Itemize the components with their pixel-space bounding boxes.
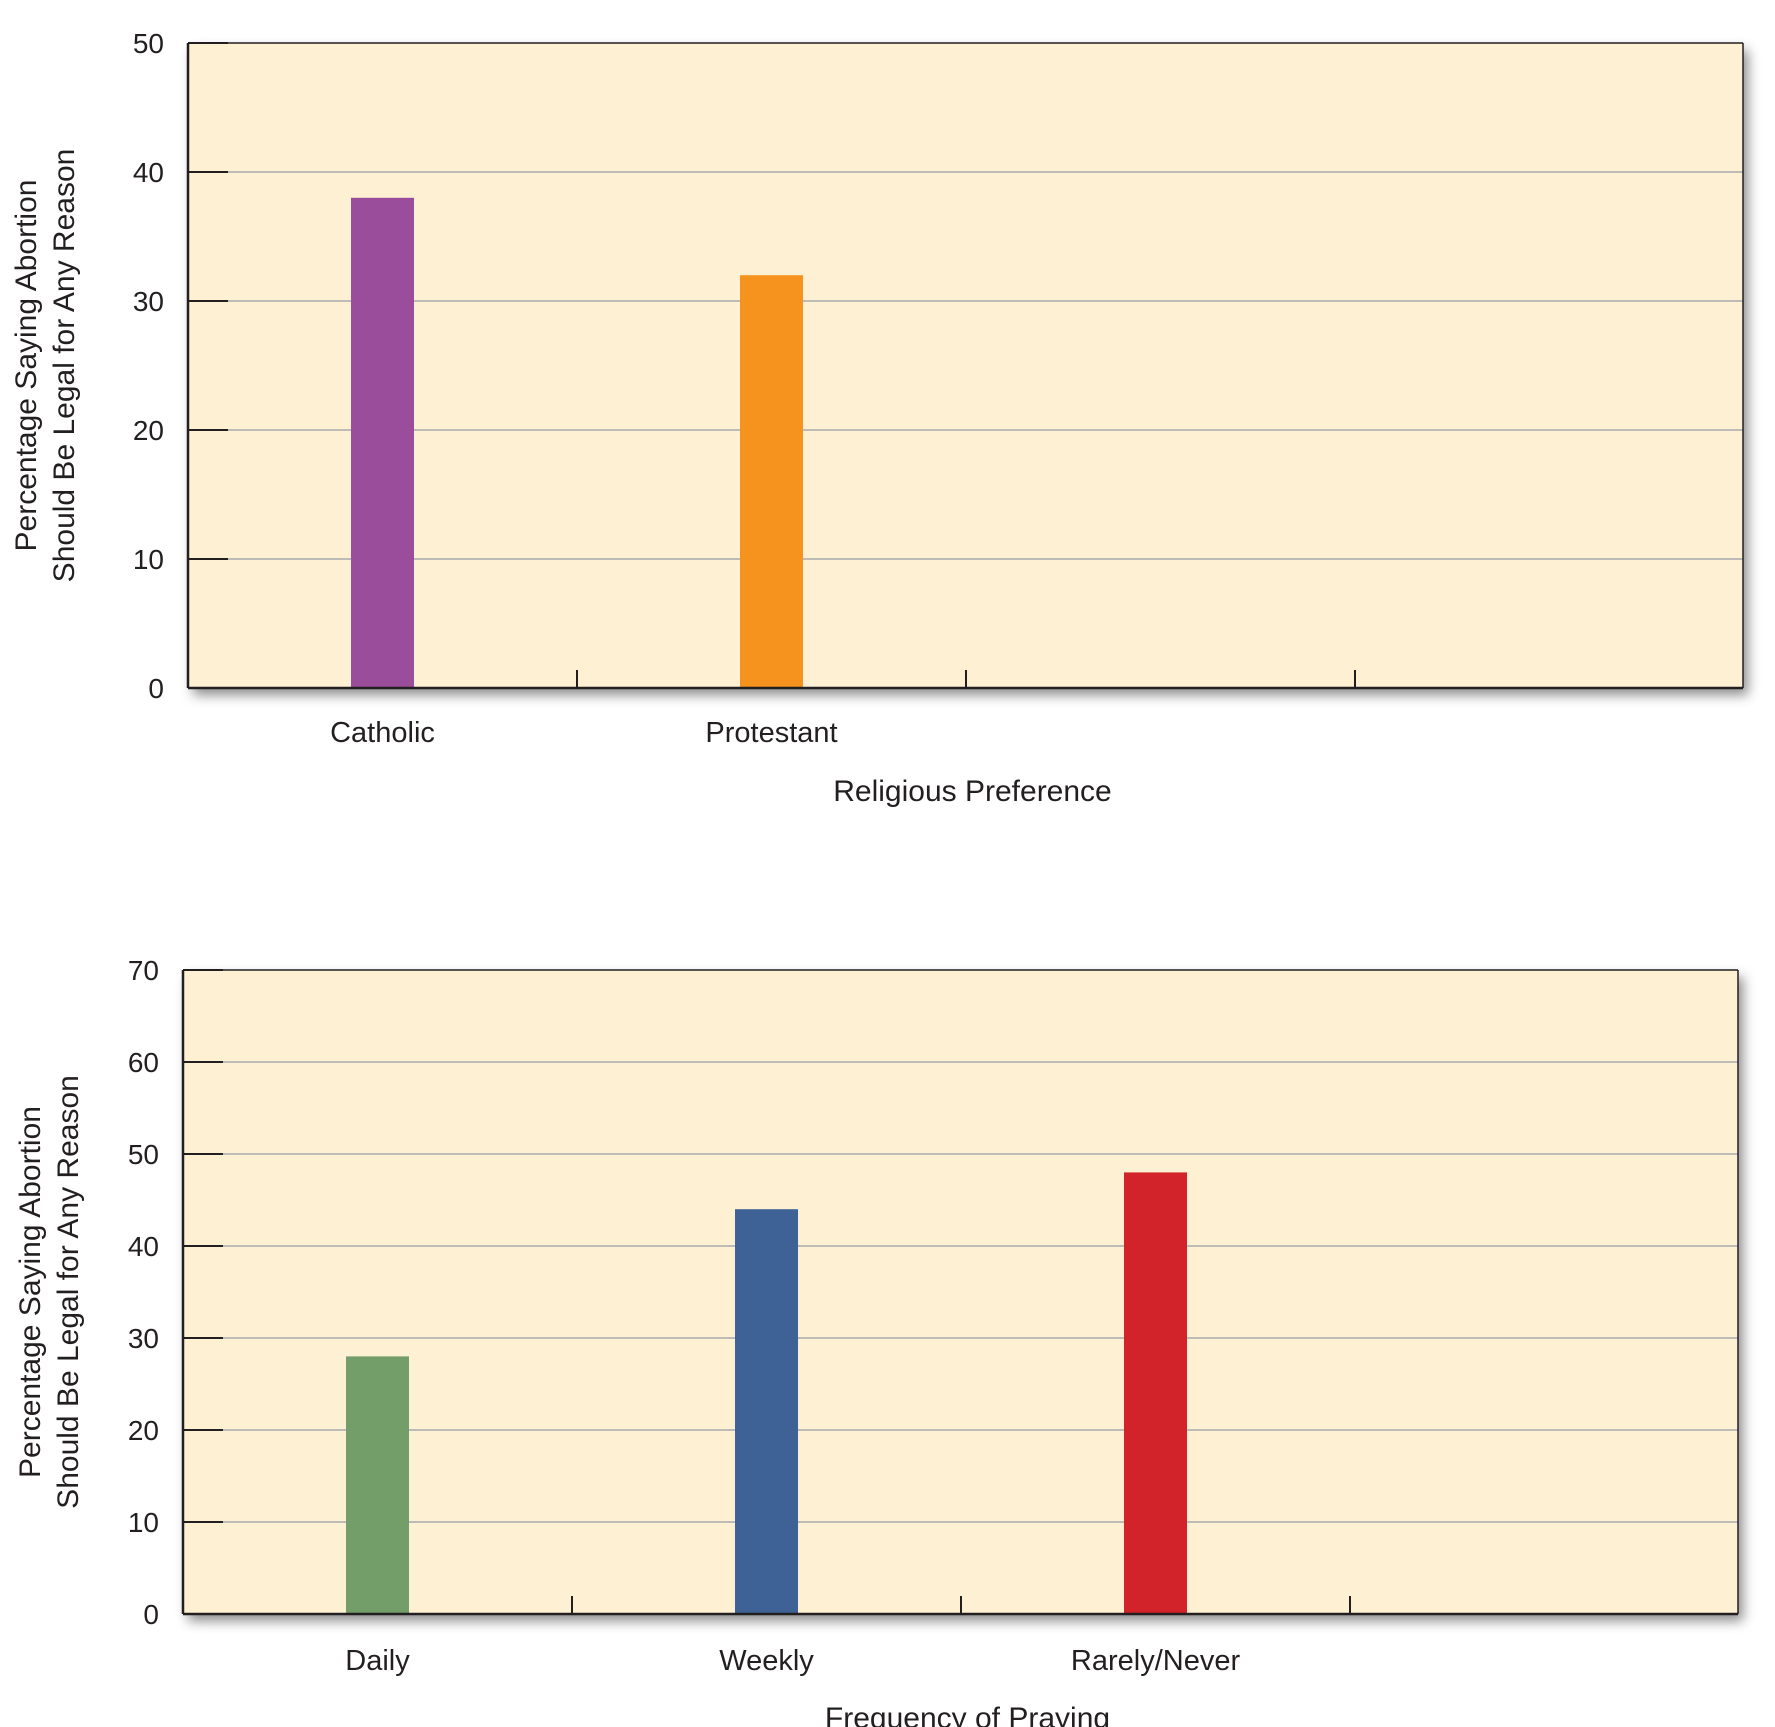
y-tick-label: 10	[128, 1507, 159, 1538]
x-category-label: Protestant	[705, 717, 837, 749]
x-category-label: Weekly	[719, 1645, 814, 1677]
plot-area	[188, 43, 1743, 688]
bar-rarely-never	[1124, 1172, 1187, 1614]
bar-protestant	[740, 275, 803, 688]
y-tick-label: 0	[148, 673, 164, 704]
y-tick-label: 30	[128, 1323, 159, 1354]
y-tick-label: 70	[128, 955, 159, 986]
y-axis-title-line: Should Be Legal for Any Reason	[52, 1075, 85, 1509]
y-tick-label: 50	[128, 1139, 159, 1170]
y-tick-label: 0	[143, 1599, 159, 1630]
bar-daily	[346, 1356, 409, 1614]
chart-frequency-of-praying: 0 10 20 30 40 50 60 70 Daily Weekly Rarely/Never Fr…	[14, 955, 1739, 1727]
bar-catholic	[351, 197, 414, 689]
y-axis-title-line: Percentage Saying Abortion	[10, 180, 43, 552]
x-category-label: Daily	[345, 1645, 410, 1677]
y-tick-label: 10	[133, 544, 164, 575]
y-tick-label: 30	[133, 286, 164, 317]
plot-area	[183, 970, 1738, 1614]
y-axis-title: Percentage Saying Abortion Should Be Lega…	[10, 149, 81, 583]
y-tick-label: 40	[133, 157, 164, 188]
y-axis-title-line: Should Be Legal for Any Reason	[48, 149, 81, 583]
y-tick-label: 40	[128, 1231, 159, 1262]
x-axis-title: Frequency of Praying	[825, 1702, 1110, 1727]
x-category-label: Rarely/Never	[1071, 1645, 1241, 1677]
x-axis-title: Religious Preference	[833, 775, 1111, 808]
bar-weekly	[735, 1209, 798, 1614]
y-tick-label: 20	[128, 1415, 159, 1446]
y-tick-label: 20	[133, 415, 164, 446]
y-tick-label: 50	[133, 28, 164, 59]
y-axis-title-line: Percentage Saying Abortion	[14, 1106, 47, 1478]
y-tick-label: 60	[128, 1047, 159, 1078]
y-axis-title: Percentage Saying Abortion Should Be Lega…	[14, 1075, 85, 1509]
chart-religious-preference: 0 10 20 30 40 50 Catholic Protestant Religious P…	[10, 28, 1744, 808]
x-category-label: Catholic	[330, 717, 435, 749]
